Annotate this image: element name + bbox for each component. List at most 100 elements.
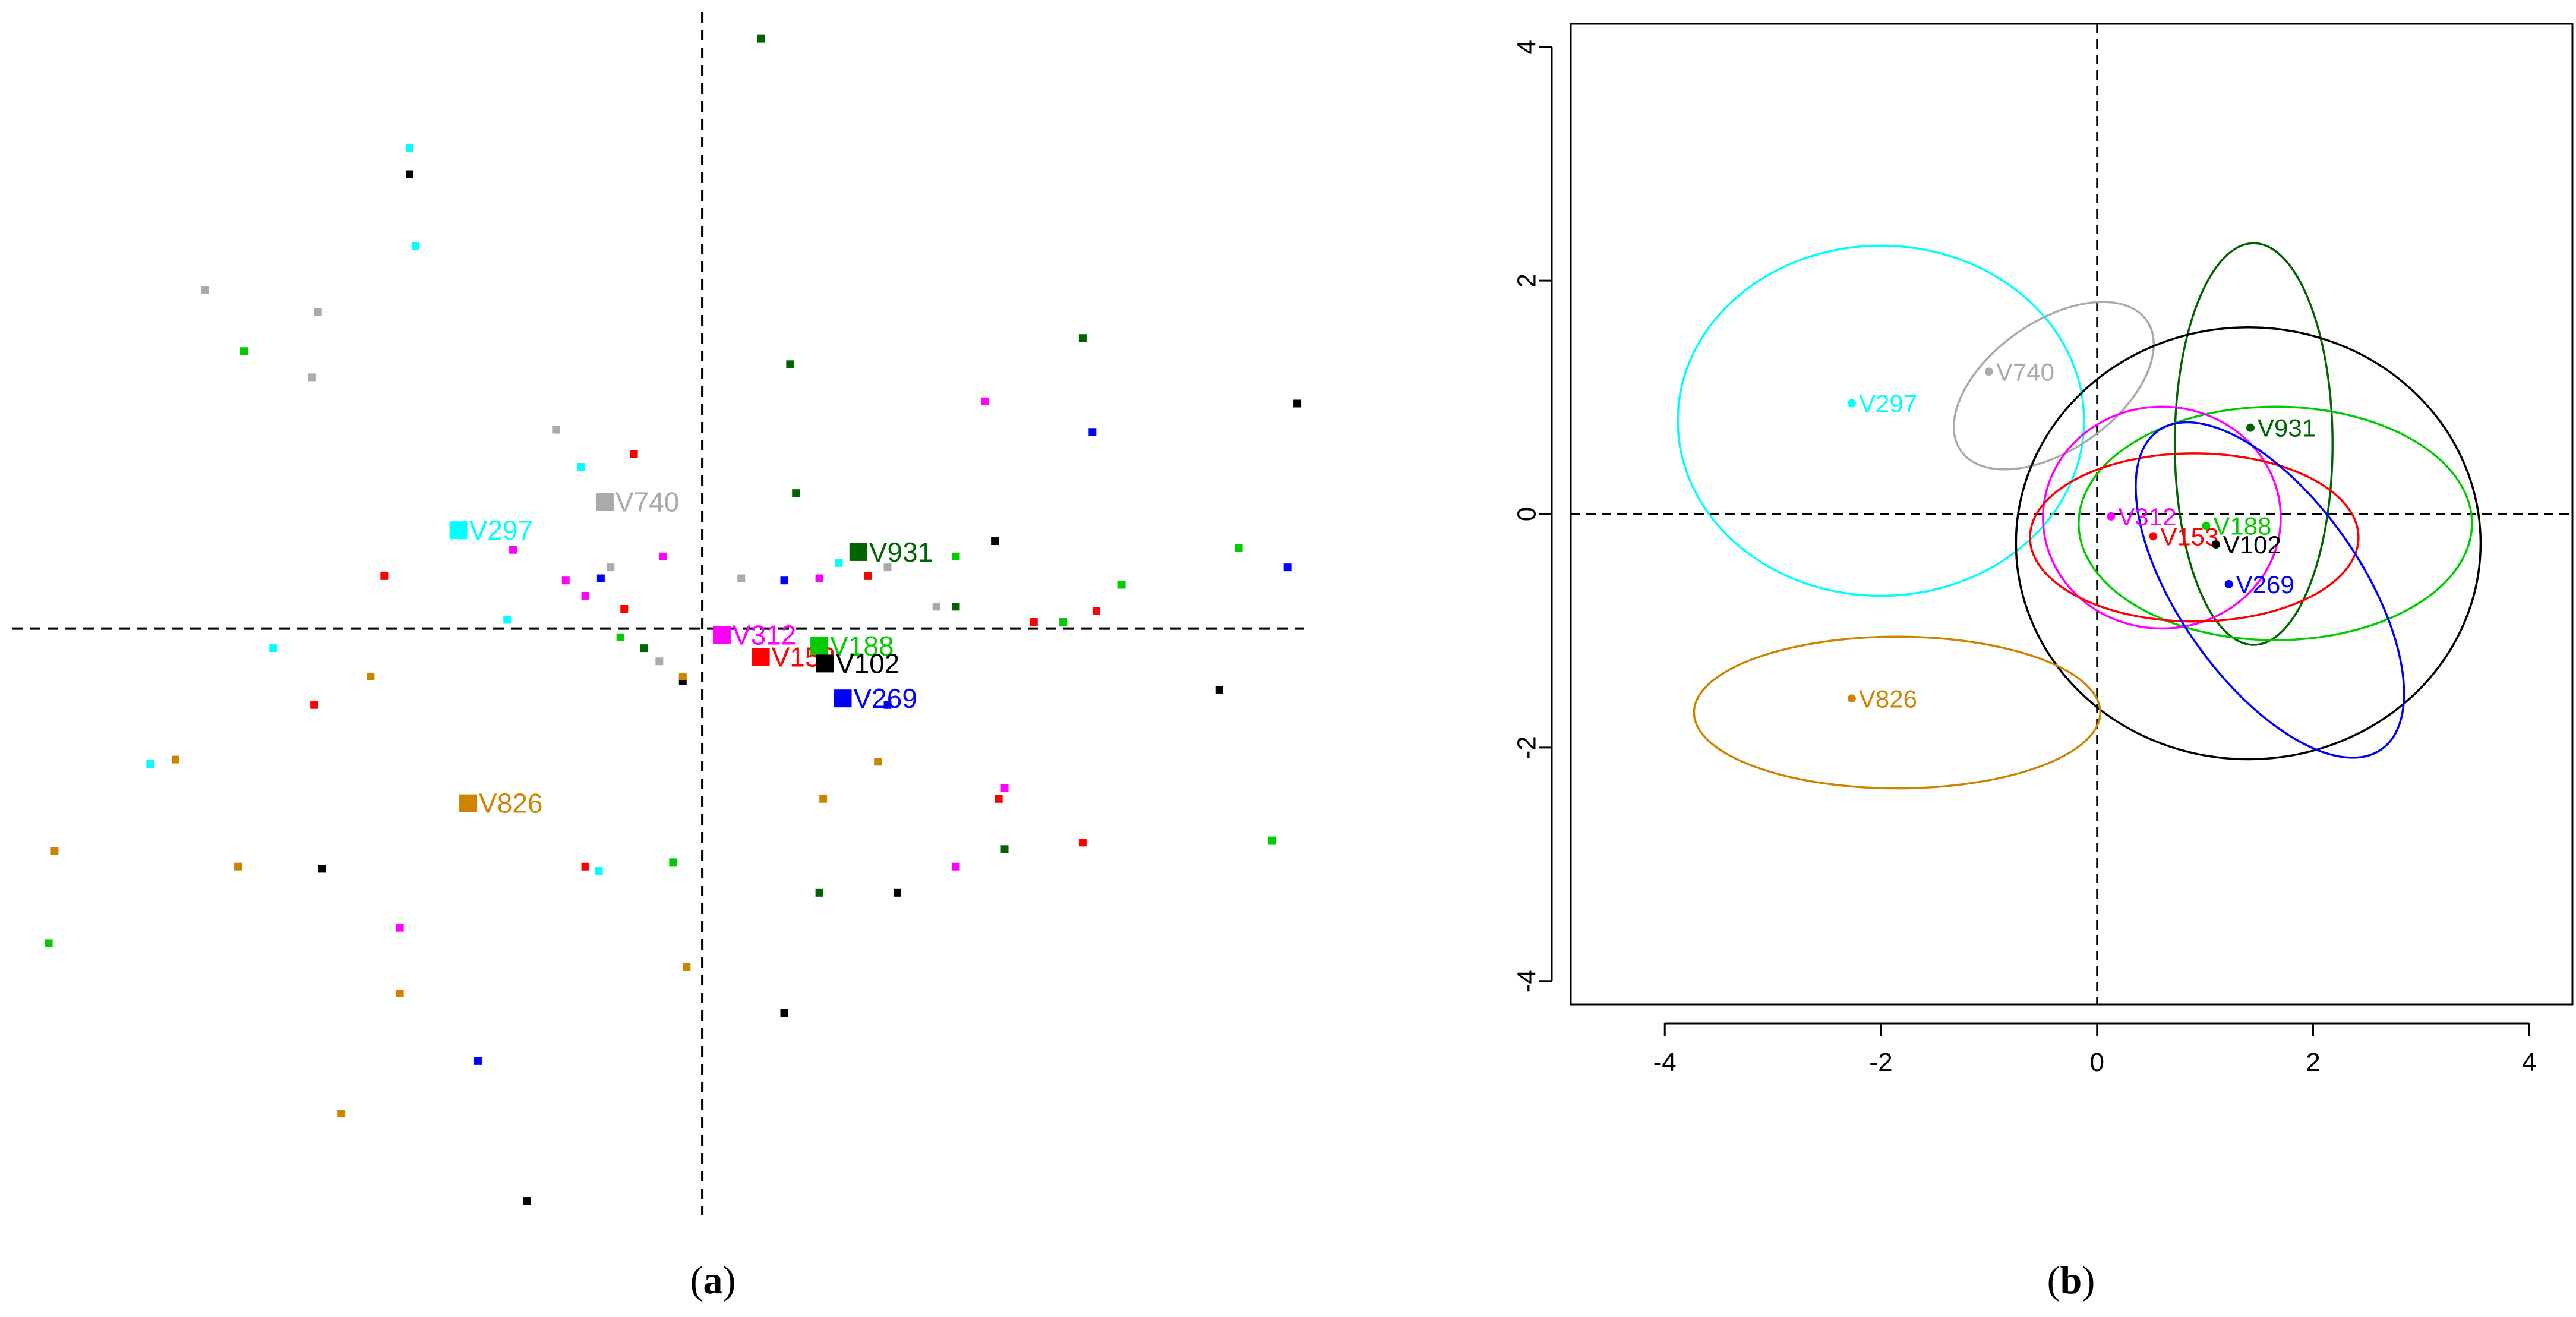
panel-a-point-v153: [864, 572, 872, 580]
panel-a-centroid-label-v312: V312: [733, 620, 796, 651]
panel-a-centroid-label-v297: V297: [469, 515, 533, 546]
panel-b-x-tick-label: -2: [1869, 1048, 1892, 1077]
panel-a-point-v153: [630, 450, 638, 458]
panel-a-point-v188: [1235, 544, 1243, 552]
panel-a-point-v153: [1030, 618, 1038, 626]
panel-b-ellipse-v188: [2078, 405, 2473, 641]
panel-b-y-tick-label: 4: [1513, 40, 1542, 54]
panel-b-ellipses: [1677, 242, 2482, 790]
panel-b-point-v312: [2107, 512, 2116, 521]
panel-b-ellipse-v931: [2173, 242, 2334, 646]
panel-b-ellipse-v312: [2042, 405, 2282, 630]
panel-a-point-v931: [792, 489, 800, 497]
panel-a-centroid-label-v740: V740: [615, 486, 679, 517]
panel-a-point-v312: [561, 576, 570, 585]
panel-a-point-v740: [655, 657, 664, 666]
panel-a-point-v740: [314, 308, 322, 316]
panel-b-point-v188: [2202, 521, 2211, 530]
panel-a-centroid-v153: [752, 648, 770, 666]
panel-b-point-label-v740: V740: [1996, 358, 2054, 386]
panel-a-point-v269: [1088, 428, 1097, 436]
panel-a-point-v312: [396, 924, 404, 932]
panel-a-point-v297: [146, 760, 154, 768]
panel-a-point-v931: [1000, 845, 1009, 853]
panel-b-ellipse-v297: [1677, 244, 2085, 597]
panel-a-point-v740: [932, 603, 940, 611]
panel-b-point-label-v826: V826: [1859, 685, 1917, 713]
panel-a-point-v931: [640, 644, 648, 653]
panel-b-point-v269: [2224, 579, 2233, 588]
panel-a-point-v740: [308, 373, 316, 382]
panel-a-centroid-v312: [712, 626, 731, 644]
panel-b-y-tick-label: -2: [1513, 736, 1542, 759]
panel-b-point-v826: [1847, 694, 1856, 703]
panel-a-point-v740: [883, 563, 892, 572]
panel-a-point-v826: [683, 963, 691, 971]
panel-a-point-v269: [596, 574, 605, 582]
panel-b-y-tick-label: -4: [1513, 969, 1542, 993]
panel-a-point-v188: [1268, 836, 1276, 845]
panel-a-centroid-label-v102: V102: [836, 648, 899, 679]
panel-b-point-v153: [2149, 532, 2158, 541]
panel-a-centroid-label-v188: V188: [830, 631, 894, 661]
panel-a-point-v826: [819, 795, 828, 803]
panel-a-point-v188: [239, 347, 248, 355]
panel-b-point-v931: [2246, 423, 2255, 432]
panel-a-centroid-v269: [834, 689, 852, 708]
panel-a-point-v153: [1092, 607, 1100, 615]
panel-b-ellipse-v153: [2029, 452, 2360, 623]
panel-a-point-v102: [318, 865, 326, 873]
panel-a-point-v826: [678, 672, 687, 680]
panel-a-point-v153: [310, 701, 318, 709]
panel-a-point-v931: [815, 888, 823, 897]
panel-a-point-v188: [1059, 618, 1068, 626]
panel-a-point-v153: [1078, 839, 1087, 847]
panel-b-point-v102: [2211, 540, 2220, 549]
panel-b-y-axis: -4 -2 0 2 4: [1513, 40, 1553, 993]
panel-a-point-v312: [815, 574, 823, 582]
panel-b-point-label-v931: V931: [2258, 414, 2316, 442]
panel-a-point-v312: [509, 546, 517, 554]
panel-b-ellipse-plot: -4 -2 0 2 4 -4 -2 0 2 4 V740 V297 V931 V312 V188V153…: [1513, 23, 2574, 1077]
panel-a-point-v312: [981, 397, 989, 405]
panel-b-x-tick-label: 2: [2306, 1048, 2320, 1077]
panel-a-points: [45, 34, 1302, 1205]
panel-a-point-v153: [581, 862, 589, 871]
panel-a-point-v826: [396, 989, 404, 997]
panel-a-centroid-v740: [595, 493, 614, 511]
panel-a-point-v102: [1215, 685, 1223, 694]
panel-b-x-tick-label: 4: [2522, 1048, 2536, 1077]
panel-a-point-v297: [406, 144, 414, 152]
panel-a-point-v826: [367, 672, 375, 680]
panel-a-point-v269: [883, 701, 892, 709]
panel-b-point-label-v188: V188: [2213, 512, 2271, 540]
panel-b-x-tick-label: -4: [1653, 1048, 1677, 1077]
panel-a-caption: (a): [690, 1259, 736, 1302]
panel-b-point-label-v297: V297: [1859, 389, 1917, 417]
panel-b-point-label-v269: V269: [2236, 571, 2294, 598]
panel-a-point-v188: [45, 939, 53, 947]
panel-a-centroid-v188: [810, 637, 829, 655]
panel-a-point-v269: [780, 576, 788, 585]
panel-b-point-label-v153: V153: [2160, 522, 2218, 550]
panel-a-point-v312: [1000, 784, 1009, 792]
panel-a-point-v931: [786, 360, 794, 368]
panel-a-point-v826: [337, 1110, 346, 1118]
panel-a-centroid-v297: [449, 521, 468, 540]
panel-a-centroid-v102: [816, 654, 834, 673]
panel-a-point-v312: [581, 591, 589, 600]
panel-b-ellipse-v269: [2135, 421, 2405, 759]
panel-a-point-v740: [552, 426, 560, 434]
panel-a-centroid-v826: [459, 794, 478, 812]
panel-a-point-v102: [406, 170, 414, 178]
panel-a-point-v188: [669, 858, 677, 867]
panel-b-y-tick-label: 2: [1513, 273, 1542, 288]
panel-a-centroid-label-v826: V826: [479, 788, 542, 819]
panel-a-point-v188: [616, 633, 624, 641]
panel-b-ellipse-v826: [1693, 635, 2101, 790]
panel-a-point-v269: [1283, 563, 1292, 572]
